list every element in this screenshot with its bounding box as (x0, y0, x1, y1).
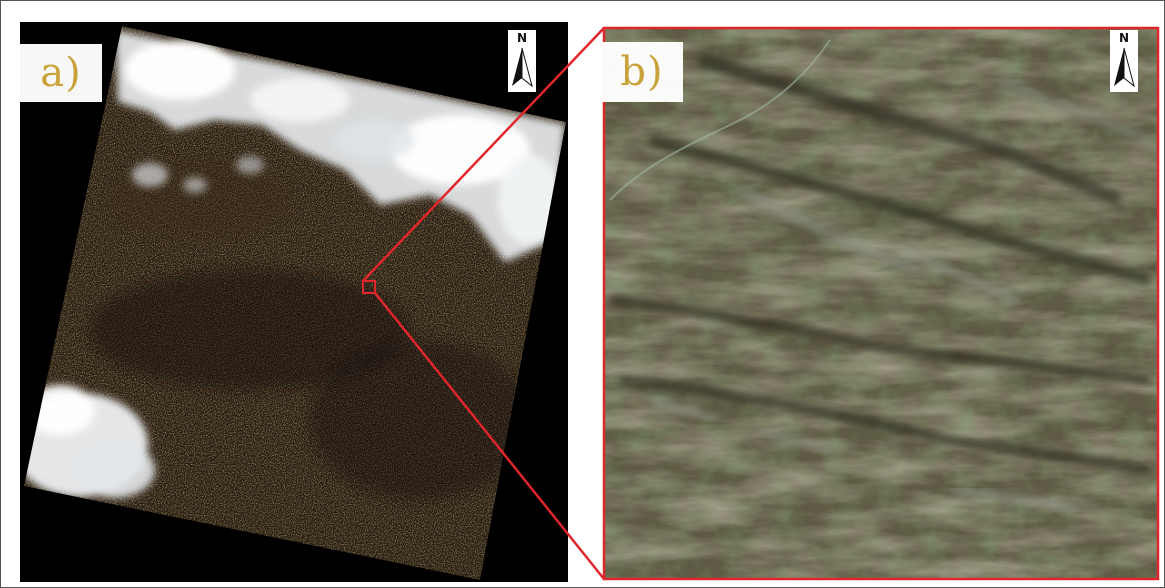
north-arrow-a: N (508, 30, 536, 92)
panel-label-a-text: a) (40, 50, 82, 96)
north-arrow-b: N (1110, 30, 1138, 92)
zoom-connector-lines (362, 27, 605, 580)
panel-a (20, 22, 568, 582)
zoomed-terrain-image (604, 28, 1158, 579)
panel-label-b: b) (601, 42, 683, 102)
panel-label-b-text: b) (620, 49, 664, 95)
zoom-frame (602, 26, 1160, 581)
north-arrow-icon (1114, 47, 1135, 88)
satellite-scene (24, 26, 566, 580)
cloud-cover (115, 30, 565, 262)
north-label-b: N (1118, 31, 1130, 45)
north-label-a: N (516, 31, 528, 45)
panel-b (602, 26, 1160, 581)
zoom-area-marker (362, 280, 376, 294)
north-arrow-icon (512, 47, 533, 88)
panel-label-a: a) (20, 44, 102, 102)
